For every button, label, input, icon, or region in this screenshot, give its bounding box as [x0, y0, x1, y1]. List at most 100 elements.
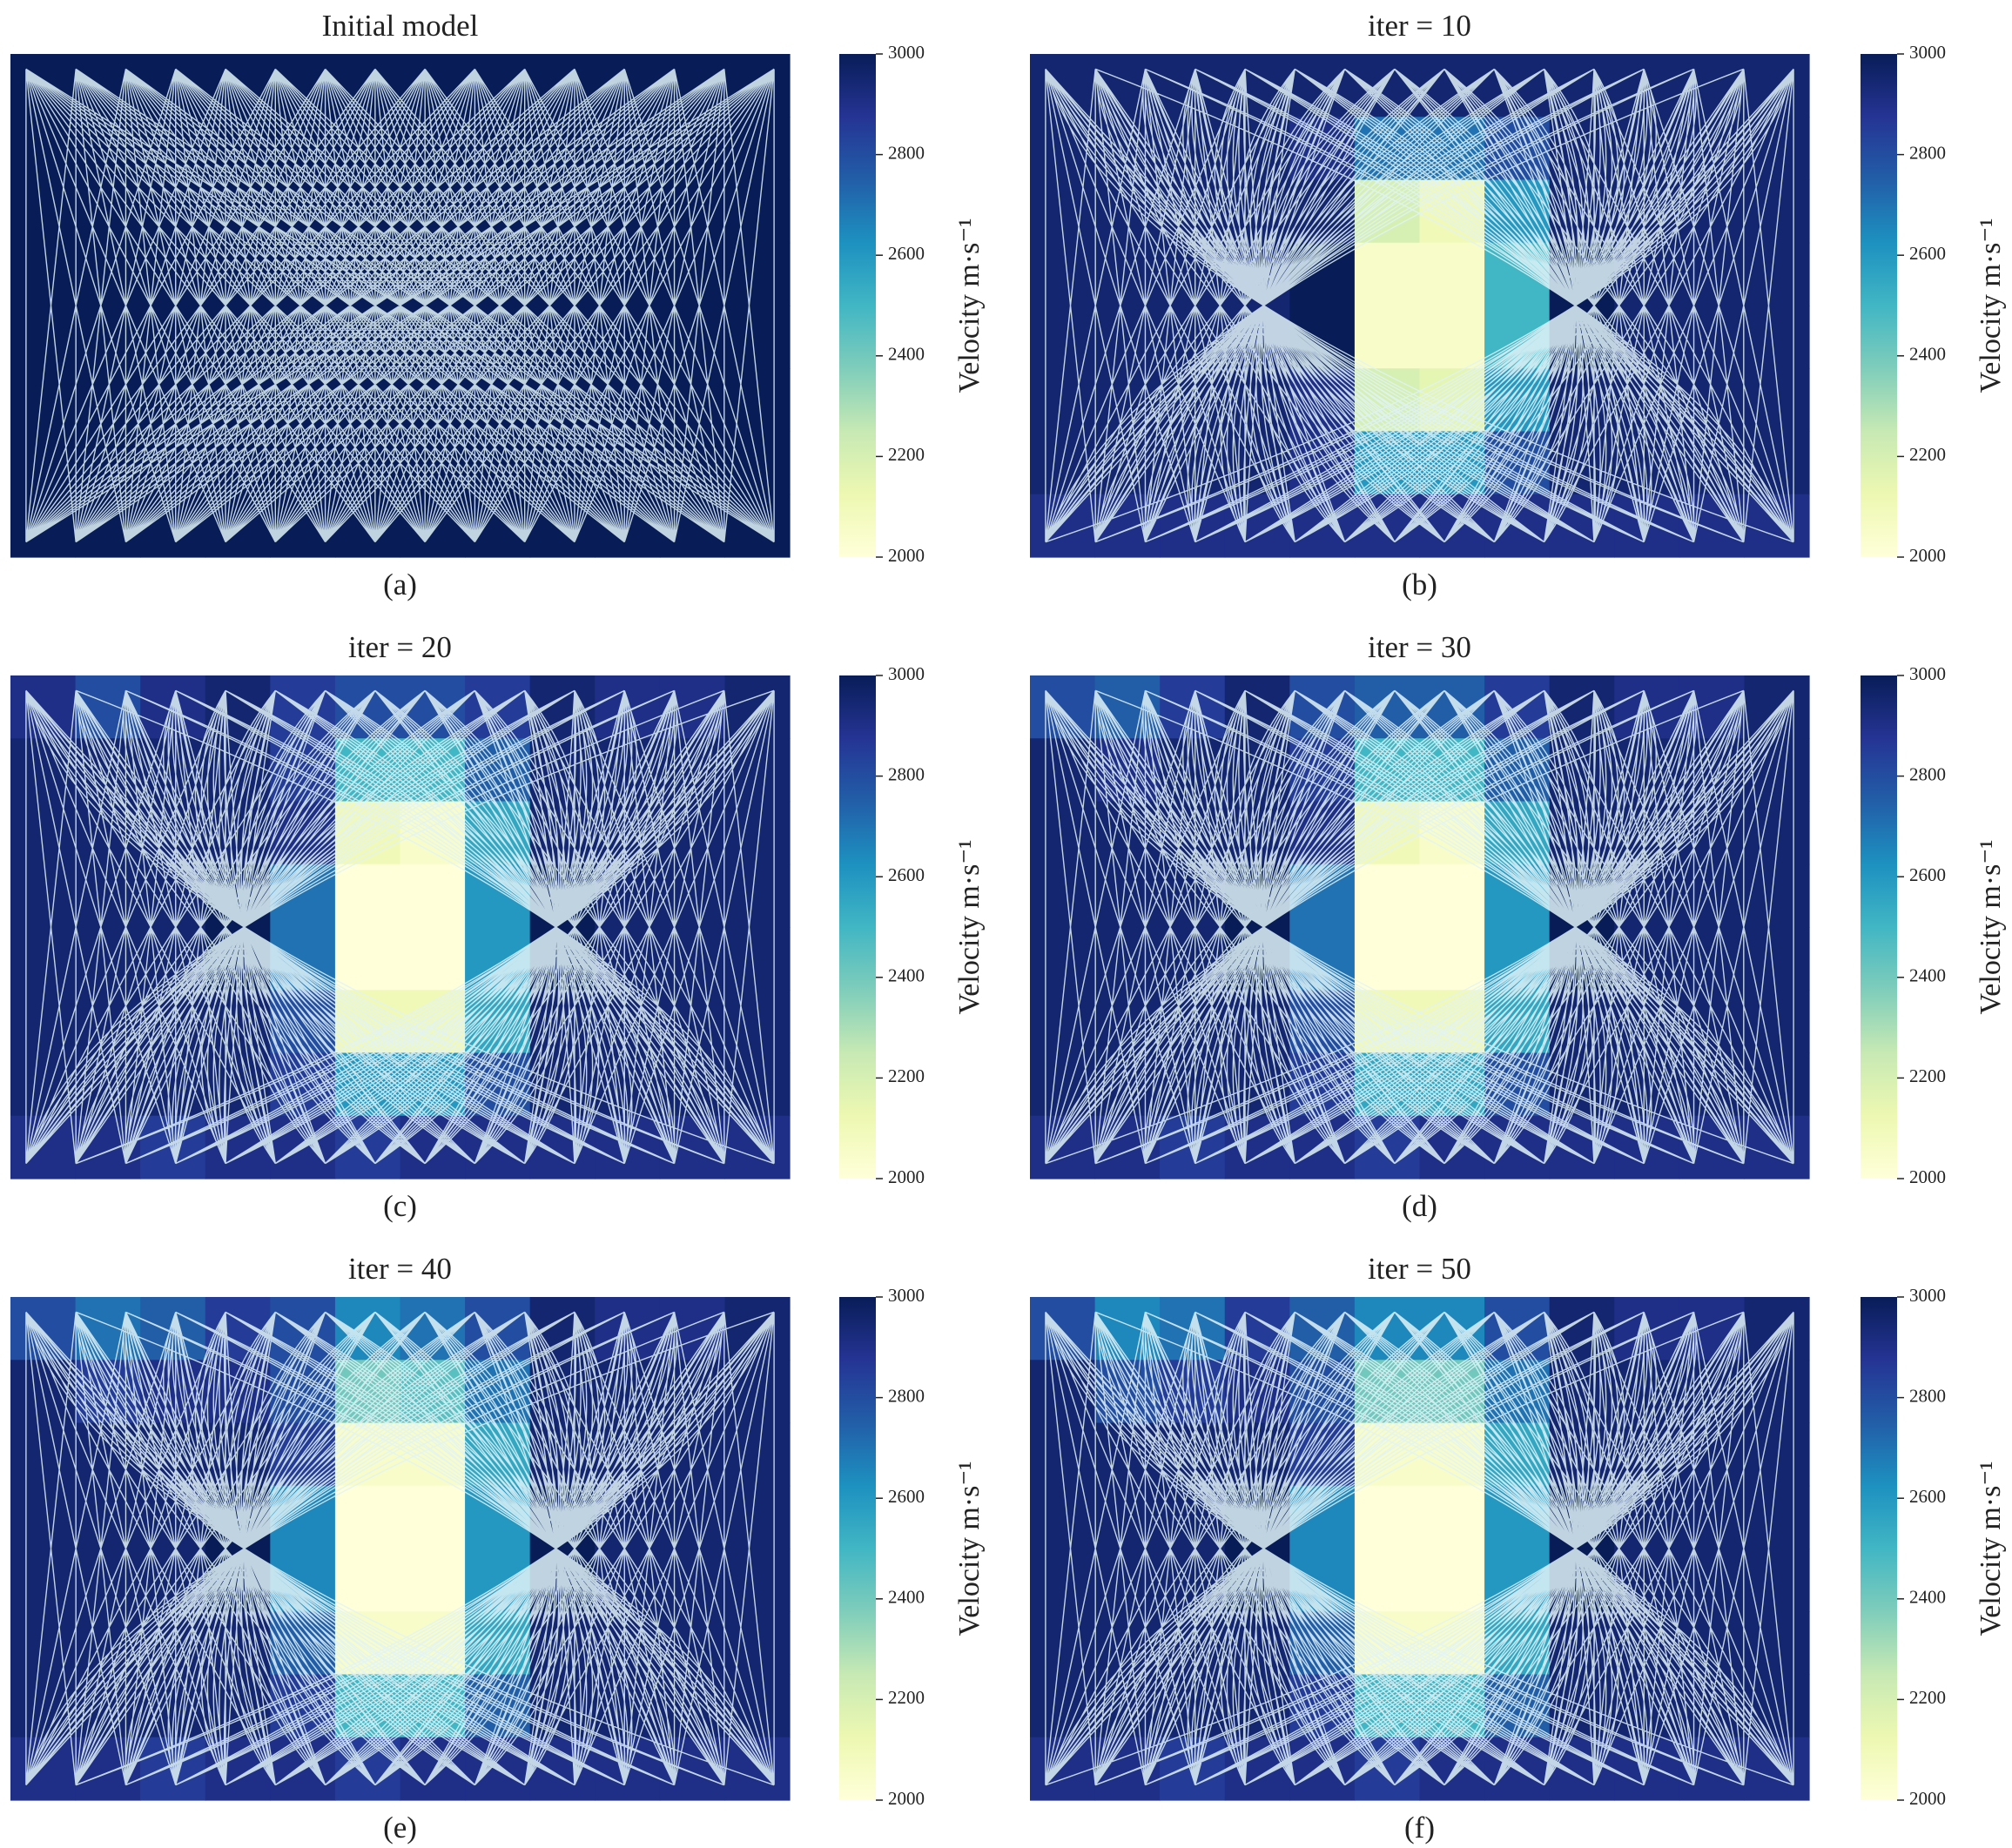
cell [1030, 864, 1096, 928]
panel: iter = 30 (d) 2000 2200 2400 2600 2800 3000 Velo… [1030, 630, 2007, 1223]
colorbar [1861, 54, 1897, 557]
cell [1354, 927, 1421, 991]
cell [659, 927, 726, 991]
cell [1094, 927, 1161, 991]
cell [1744, 927, 1810, 991]
cell [1419, 1485, 1485, 1549]
cell [1094, 864, 1161, 928]
cell [75, 306, 141, 369]
panel-caption: (e) [383, 1811, 417, 1845]
cell [1419, 927, 1485, 991]
colorbar-tick-label: 2000 [888, 1788, 925, 1809]
cell [334, 864, 401, 928]
colorbar-tick-label: 2200 [1909, 1687, 1946, 1708]
colorbar-tick-label: 2600 [1909, 1486, 1946, 1507]
ray-paths [1045, 689, 1794, 1165]
cell [724, 54, 791, 118]
cell [659, 242, 726, 306]
ray-paths [25, 1311, 775, 1786]
cell [1354, 864, 1421, 928]
colorbar-tick-label: 2600 [888, 243, 925, 264]
colorbar-tick-label: 2800 [888, 763, 925, 784]
cell [75, 1549, 141, 1612]
cell [75, 242, 141, 306]
cell [1354, 242, 1421, 306]
panel-title: Initial model [322, 9, 479, 43]
cell [1744, 368, 1810, 433]
cell [1419, 242, 1485, 306]
panel-title: iter = 40 [348, 1252, 452, 1286]
cell [10, 306, 77, 369]
cell [1224, 1360, 1290, 1424]
panel-caption: (d) [1402, 1189, 1437, 1223]
panel-title: iter = 10 [1368, 9, 1471, 43]
colorbar-tick-label: 2600 [1909, 243, 1946, 264]
colorbar-label: Velocity m·s⁻¹ [953, 1462, 986, 1636]
cell [75, 864, 141, 928]
cell [1679, 306, 1746, 369]
cell [1030, 242, 1096, 306]
cell [1679, 927, 1746, 991]
cell [334, 1485, 401, 1549]
colorbar-label: Velocity m·s⁻¹ [1975, 218, 2007, 393]
cell [1744, 990, 1810, 1054]
cell [659, 1485, 726, 1549]
cell [1744, 242, 1810, 306]
cell [1744, 1422, 1810, 1487]
cell [1744, 179, 1810, 244]
panel-caption: (f) [1404, 1811, 1435, 1845]
colorbar-tick-label: 2200 [1909, 1065, 1946, 1086]
colorbar-tick-label: 2200 [888, 444, 925, 465]
panel: iter = 50 (f) 2000 2200 2400 2600 2800 3000 Velo… [1030, 1252, 2007, 1845]
colorbar-tick-label: 3000 [1909, 1285, 1946, 1306]
cell [10, 1297, 77, 1361]
cell [1354, 1485, 1421, 1549]
colorbar-tick-label: 3000 [1909, 42, 1946, 63]
colorbar-tick-label: 2400 [1909, 965, 1946, 986]
colorbar-tick-label: 2400 [888, 344, 925, 365]
colorbar [839, 675, 876, 1179]
colorbar-tick-label: 2400 [1909, 344, 1946, 365]
cell [724, 990, 791, 1054]
cell [724, 864, 791, 928]
cell [10, 1485, 77, 1549]
panel-title: iter = 20 [348, 630, 452, 664]
cell [400, 1485, 466, 1549]
colorbar-tick-label: 3000 [888, 1285, 925, 1306]
colorbar-tick-label: 2200 [1909, 444, 1946, 465]
cell [1679, 864, 1746, 928]
cell [10, 242, 77, 306]
colorbar [839, 54, 876, 557]
cell [1030, 306, 1096, 369]
colorbar-label: Velocity m·s⁻¹ [953, 840, 986, 1015]
cell [659, 1549, 726, 1612]
cell [1419, 864, 1485, 928]
ray-paths [1045, 1311, 1794, 1786]
cell [205, 1360, 271, 1424]
colorbar [1861, 675, 1897, 1179]
colorbar-tick-label: 3000 [888, 663, 925, 684]
cell [1679, 242, 1746, 306]
colorbar-tick-label: 2600 [888, 864, 925, 885]
ray-paths [25, 689, 775, 1165]
cell [1354, 1549, 1421, 1612]
cell [724, 1485, 791, 1549]
cell [1679, 1485, 1746, 1549]
colorbar [839, 1297, 876, 1800]
cell [10, 927, 77, 991]
cell [724, 368, 791, 433]
ray-paths [1045, 68, 1794, 543]
colorbar-tick-label: 2600 [888, 1486, 925, 1507]
colorbar-tick-label: 2800 [1909, 763, 1946, 784]
panel-title: iter = 30 [1368, 630, 1471, 664]
cell [10, 675, 77, 739]
colorbar-label: Velocity m·s⁻¹ [1975, 1462, 2007, 1636]
cell [1744, 864, 1810, 928]
cell [724, 927, 791, 991]
cell [334, 1549, 401, 1612]
colorbar-tick-label: 2600 [1909, 864, 1946, 885]
cell [659, 306, 726, 369]
colorbar-tick-label: 2800 [888, 142, 925, 163]
cell [1094, 1485, 1161, 1549]
